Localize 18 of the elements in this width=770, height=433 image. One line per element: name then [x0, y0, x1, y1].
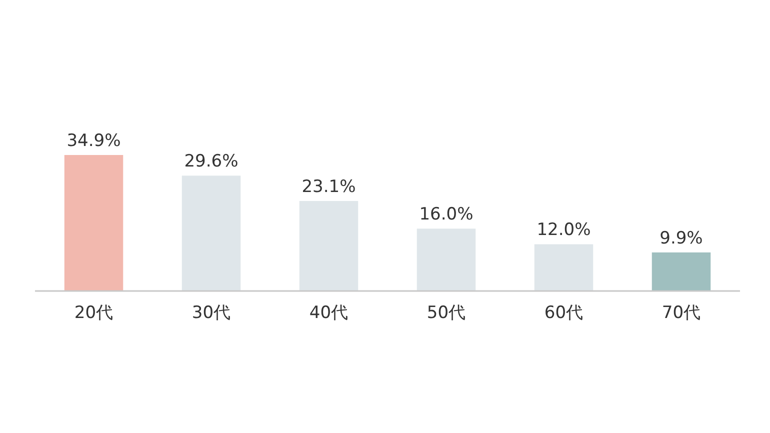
- bar: [299, 200, 358, 291]
- bar: [182, 176, 241, 291]
- bar: [652, 252, 711, 291]
- x-tick-label: 40代: [309, 303, 348, 323]
- x-tick-label: 70代: [662, 303, 701, 323]
- x-tick-label: 30代: [192, 303, 231, 323]
- bar: [534, 244, 594, 291]
- data-label: 16.0%: [419, 204, 474, 225]
- x-tick-label: 50代: [426, 303, 466, 323]
- data-label: 12.0%: [536, 220, 591, 240]
- data-label: 9.9%: [660, 228, 703, 248]
- bar: [416, 228, 476, 291]
- x-tick-label: 20代: [74, 303, 114, 323]
- x-tick-label: 60代: [544, 303, 584, 323]
- data-label: 29.6%: [184, 152, 238, 172]
- data-label: 23.1%: [302, 176, 356, 197]
- data-label: 34.9%: [66, 131, 121, 151]
- bar: [64, 155, 124, 291]
